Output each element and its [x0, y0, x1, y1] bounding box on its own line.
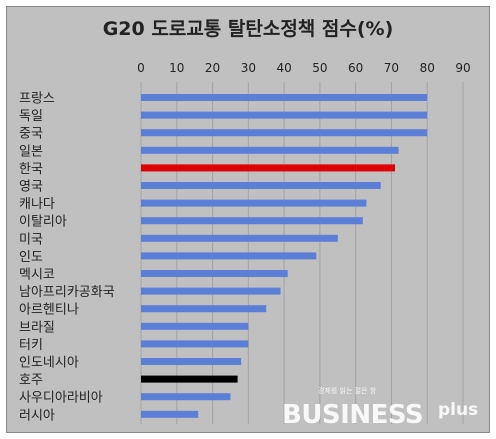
- x-tick-label: 70: [384, 61, 399, 75]
- category-label: 미국: [19, 232, 43, 247]
- bar: [141, 199, 367, 207]
- category-label: 터키: [19, 338, 43, 353]
- bar: [141, 340, 249, 348]
- bar: [141, 164, 396, 172]
- bar: [141, 111, 428, 119]
- category-label: 일본: [19, 144, 43, 159]
- x-tick-label: 0: [137, 61, 145, 75]
- chart-title: G20 도로교통 탈탄소정책 점수(%): [102, 18, 394, 40]
- watermark-tagline: 경제를 읽는 젊은 창: [318, 386, 377, 395]
- category-label: 남아프리카공화국: [19, 285, 115, 300]
- x-tick-label: 90: [455, 61, 470, 75]
- category-label: 멕시코: [19, 268, 55, 283]
- category-label: 한국: [19, 162, 43, 177]
- watermark-suffix: plus: [438, 400, 478, 420]
- bar: [141, 234, 338, 242]
- category-label: 인도: [19, 250, 43, 265]
- category-labels: 프랑스독일중국일본한국영국캐나다이탈리아미국인도멕시코남아프리카공화국아르헨티나…: [19, 92, 115, 424]
- x-tick-label: 30: [241, 61, 256, 75]
- category-label: 독일: [19, 109, 43, 124]
- bar: [141, 217, 363, 225]
- bar: [141, 252, 317, 260]
- x-tick-label: 10: [169, 61, 184, 75]
- category-label: 호주: [19, 373, 43, 388]
- watermark-brand: BUSINESS: [282, 400, 423, 430]
- category-label: 중국: [19, 127, 43, 142]
- category-label: 인도네시아: [19, 356, 79, 371]
- x-tick-label: 50: [312, 61, 327, 75]
- bar: [141, 410, 199, 418]
- x-tick-label: 20: [205, 61, 220, 75]
- bar: [141, 129, 428, 137]
- bar: [141, 305, 267, 313]
- category-label: 영국: [19, 180, 43, 195]
- bar: [141, 182, 381, 189]
- category-label: 사우디아라비아: [19, 391, 103, 406]
- x-tick-label: 40: [276, 61, 291, 75]
- category-label: 이탈리아: [19, 215, 67, 230]
- bar: [141, 358, 242, 365]
- category-label: 브라질: [19, 320, 55, 335]
- bar: [141, 393, 231, 401]
- x-tick-label: 60: [348, 61, 363, 75]
- category-label: 프랑스: [19, 92, 55, 107]
- category-label: 아르헨티나: [19, 303, 79, 318]
- watermark: 경제를 읽는 젊은 창 BUSINESS plus: [282, 386, 478, 430]
- bars: [141, 94, 428, 418]
- bar: [141, 375, 238, 383]
- bar: [141, 322, 249, 330]
- bar: [141, 94, 428, 101]
- bar: [141, 146, 399, 154]
- category-label: 캐나다: [19, 197, 55, 212]
- x-axis-ticks: 0 10 20 30 40 50 60 70 80 90: [137, 61, 470, 75]
- bar: [141, 287, 281, 295]
- bar: [141, 270, 288, 277]
- x-tick-label: 80: [420, 61, 435, 75]
- category-label: 러시아: [19, 408, 55, 423]
